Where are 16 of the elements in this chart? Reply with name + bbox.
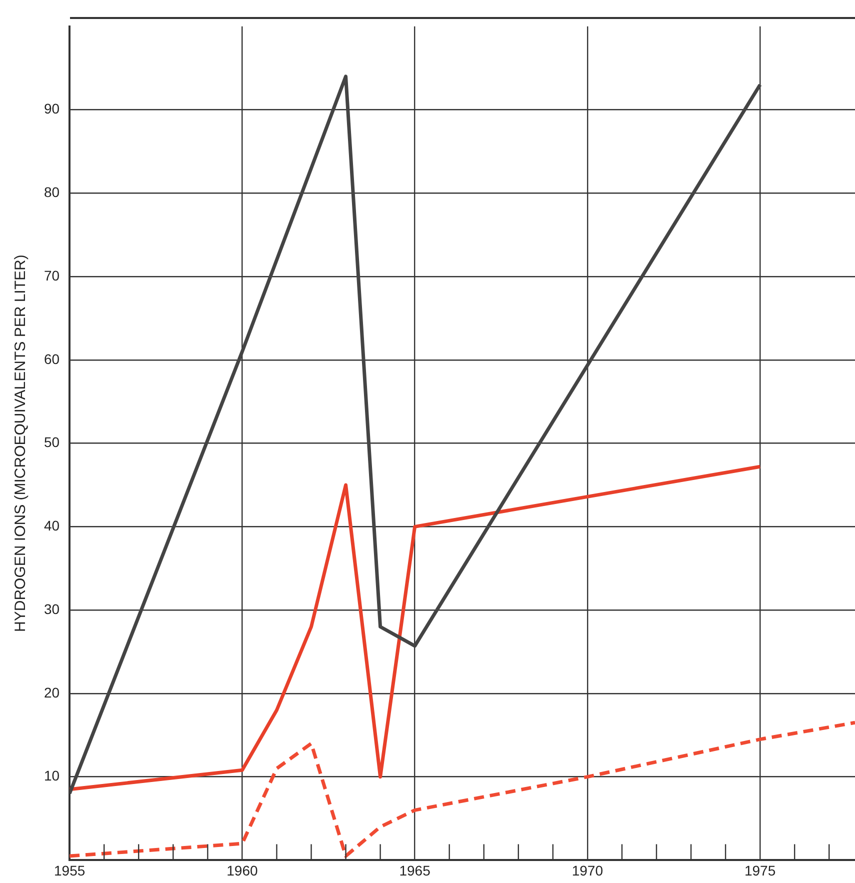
y-tick-label: 50: [44, 434, 60, 450]
y-tick-label: 30: [44, 600, 60, 617]
x-tick-label: 1965: [399, 862, 431, 878]
y-tick-label: 90: [44, 100, 60, 117]
x-tick-label: 1960: [226, 862, 258, 878]
y-axis-title: HYDROGEN IONS (MICROEQUIVALENTS PER LITER): [12, 254, 30, 632]
y-tick-label: 20: [44, 684, 60, 700]
x-tick-label: 1975: [744, 862, 776, 878]
line-series: [70, 720, 855, 858]
y-tick-label: 60: [44, 350, 60, 367]
y-tick-label: 70: [44, 267, 60, 284]
x-tick-label: 1970: [572, 862, 604, 878]
x-tick-label: 1955: [54, 862, 86, 878]
y-tick-label: 10: [44, 768, 60, 784]
y-tick-label: 40: [44, 518, 60, 534]
y-tick-label: 80: [44, 184, 60, 200]
